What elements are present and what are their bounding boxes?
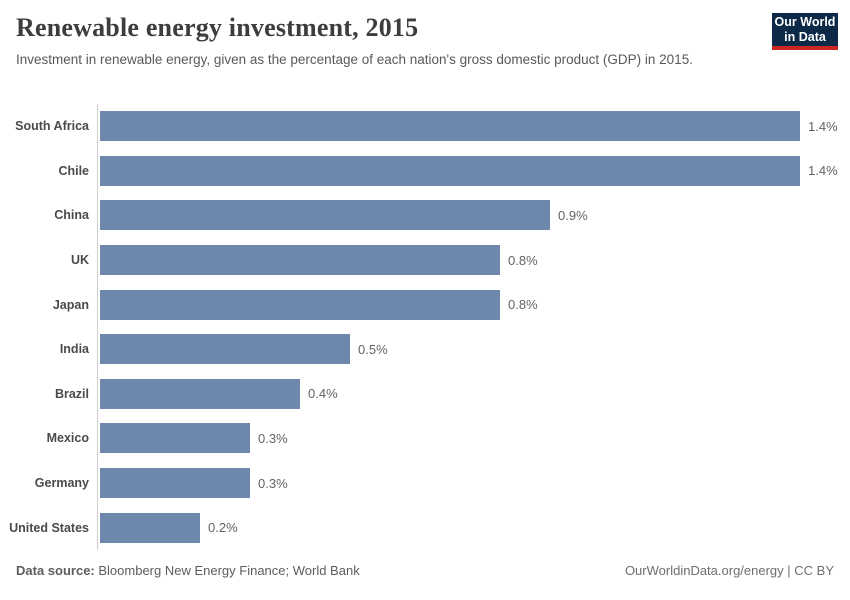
category-label: South Africa [15,119,89,134]
chart-footer: Data source: Bloomberg New Energy Financ… [16,563,834,578]
value-label: 0.5% [358,341,388,357]
bar[interactable] [100,245,500,276]
credit-link[interactable]: OurWorldinData.org/energy | CC BY [624,563,834,578]
category-label: China [54,208,89,223]
chart-row: South Africa 1.4% [0,104,850,149]
plot-area: 1.4% [98,149,850,194]
plot-area: 0.8% [98,282,850,327]
data-source-label: Data source: [16,563,95,578]
chart-title: Renewable energy investment, 2015 [16,13,419,42]
chart-row: United States 0.2% [0,505,850,550]
category-label: UK [70,253,89,268]
value-label: 0.2% [208,520,238,536]
chart-row: Japan 0.8% [0,282,850,327]
category-label: Mexico [46,431,89,446]
value-label: 0.8% [508,297,538,313]
value-label: 0.3% [258,430,288,446]
category-label: Germany [34,476,89,491]
plot-area: 0.8% [98,238,850,283]
chart-row: Germany 0.3% [0,461,850,506]
value-label: 0.3% [258,475,288,491]
plot-area: 0.9% [98,193,850,238]
category-label: United States [9,520,89,535]
value-label: 1.4% [808,118,838,134]
category-label: Brazil [54,386,89,401]
chart-row: Mexico 0.3% [0,416,850,461]
logo-line2: in Data [784,29,826,44]
bar[interactable] [100,200,550,231]
data-source: Data source: Bloomberg New Energy Financ… [16,563,360,578]
plot-area: 0.3% [98,461,850,506]
bar[interactable] [100,378,300,409]
plot-area: 0.4% [98,372,850,417]
bar[interactable] [100,468,250,499]
chart-row: China 0.9% [0,193,850,238]
plot-area: 0.5% [98,327,850,372]
plot-area: 0.3% [98,416,850,461]
logo-line1: Our World [774,14,836,29]
bar[interactable] [100,512,200,543]
owid-logo[interactable]: Our World in Data [772,13,838,50]
chart-row: UK 0.8% [0,238,850,283]
bar-chart: South Africa 1.4% Chile 1.4% China 0.9% UK 0.8%… [0,104,850,550]
category-label: Chile [58,163,89,178]
bar[interactable] [100,155,800,186]
value-label: 0.8% [508,252,538,268]
category-label: India [59,342,89,357]
chart-row: India 0.5% [0,327,850,372]
plot-area: 1.4% [98,104,850,149]
value-label: 0.4% [308,386,338,402]
category-label: Japan [52,297,89,312]
bar[interactable] [100,111,800,142]
plot-area: 0.2% [98,505,850,550]
bar[interactable] [100,334,350,365]
data-source-text: Bloomberg New Energy Finance; World Bank [94,563,360,578]
chart-row: Brazil 0.4% [0,372,850,417]
y-axis-line [97,104,98,550]
value-label: 1.4% [808,163,838,179]
chart-rows: South Africa 1.4% Chile 1.4% China 0.9% UK 0.8%… [0,104,850,550]
bar[interactable] [100,423,250,454]
value-label: 0.9% [558,207,588,223]
bar[interactable] [100,289,500,320]
chart-subtitle: Investment in renewable energy, given as… [16,52,693,67]
chart-row: Chile 1.4% [0,149,850,194]
